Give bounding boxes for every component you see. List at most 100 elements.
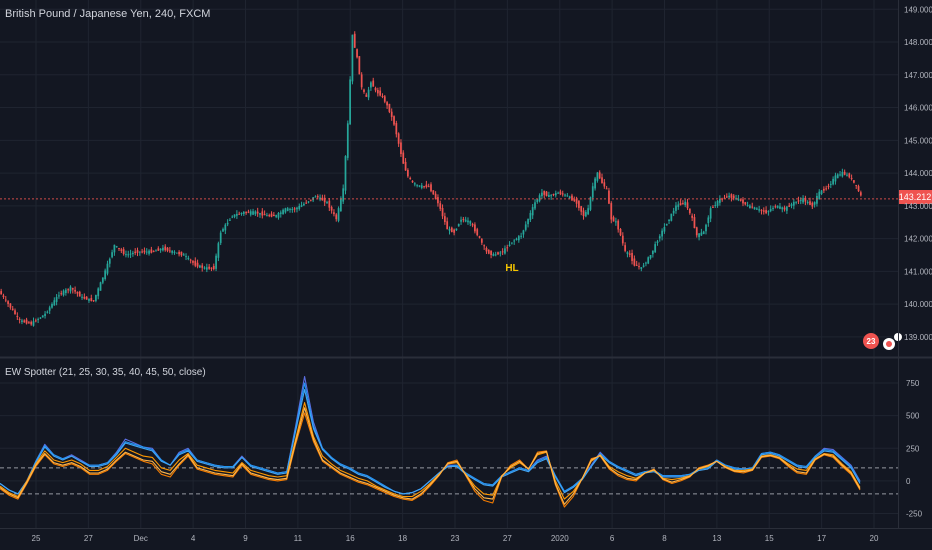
- candle-body: [388, 103, 391, 112]
- candle-body: [159, 248, 162, 251]
- candle-body: [400, 142, 402, 155]
- candle-body: [573, 199, 576, 201]
- candle-body: [115, 246, 118, 248]
- candle-body: [582, 210, 585, 217]
- candle-body: [487, 249, 490, 254]
- candle-body: [506, 247, 509, 249]
- candle-body: [321, 197, 324, 201]
- candle-body: [813, 202, 816, 205]
- candle-body: [233, 214, 236, 217]
- candle-body: [605, 188, 608, 190]
- candle-body: [668, 219, 670, 222]
- candle-body: [411, 180, 414, 183]
- candle-body: [88, 298, 90, 301]
- candle-body: [261, 211, 264, 216]
- time-tick-label: 2020: [551, 534, 569, 543]
- candle-body: [97, 288, 100, 297]
- price-axis[interactable]: 139.000 140.000 141.000 142.000 143.000 144.0…: [904, 5, 932, 342]
- candle-body: [215, 255, 217, 269]
- candle-body: [762, 210, 765, 212]
- candle-body: [363, 89, 365, 92]
- candle-body: [430, 184, 432, 192]
- candle-body: [14, 310, 16, 315]
- candle-body: [640, 267, 643, 269]
- candle-body: [344, 156, 347, 191]
- candle-body: [647, 257, 650, 264]
- candle-body: [402, 152, 405, 164]
- candle-body: [494, 254, 497, 256]
- candle-body: [316, 196, 319, 198]
- candle-body: [485, 248, 488, 252]
- candle-body: [571, 195, 573, 201]
- oscillator-axis[interactable]: -250 0 250 500 750: [906, 379, 923, 518]
- time-tick-label: 8: [662, 534, 667, 543]
- candle-body: [99, 282, 102, 291]
- chart-title[interactable]: British Pound / Japanese Yen, 240, FXCM: [5, 8, 211, 20]
- candle-body: [628, 253, 631, 255]
- oscillator-tick-label: 500: [906, 412, 920, 421]
- price-tick-label: 144.000: [904, 169, 932, 178]
- candle-body: [765, 210, 767, 214]
- candle-body: [617, 220, 620, 230]
- candle-body: [744, 202, 747, 205]
- candle-body: [587, 208, 590, 215]
- candle-body: [790, 204, 793, 206]
- candle-body: [806, 201, 809, 203]
- candle-body: [769, 209, 772, 211]
- candle-body: [774, 206, 777, 208]
- candle-body: [467, 220, 469, 223]
- candle-body: [256, 211, 259, 214]
- event-badge-icon[interactable]: [863, 333, 879, 349]
- candle-body: [30, 321, 33, 325]
- event-badges[interactable]: 23: [863, 333, 902, 350]
- candle-body: [670, 213, 673, 221]
- candle-body: [16, 316, 19, 318]
- candle-body: [702, 231, 705, 235]
- candle-body: [231, 216, 234, 218]
- candle-body: [596, 172, 599, 181]
- candle-body: [531, 207, 534, 216]
- candle-body: [64, 289, 67, 293]
- candle-body: [296, 207, 298, 210]
- oscillator-tick-label: 0: [906, 477, 911, 486]
- candle-body: [245, 212, 247, 214]
- candle-body: [196, 262, 199, 267]
- candle-body: [55, 297, 58, 302]
- indicator-title[interactable]: EW Spotter (21, 25, 30, 35, 40, 45, 50, …: [5, 367, 206, 378]
- candle-body: [420, 185, 423, 189]
- candle-body: [476, 229, 479, 236]
- candle-body: [437, 197, 439, 204]
- candle-body: [386, 102, 388, 106]
- time-tick-label: Dec: [134, 534, 148, 543]
- candle-body: [809, 201, 811, 205]
- candle-body: [675, 205, 677, 211]
- candle-body: [517, 236, 520, 241]
- candle-body: [541, 192, 543, 197]
- time-axis[interactable]: 25 27 Dec 4 9 11 16 18 23 27 2020 6 8 13 15 17 20: [32, 534, 879, 543]
- price-tick-label: 142.000: [904, 235, 932, 244]
- candle-body: [474, 224, 476, 232]
- candle-body: [621, 235, 624, 244]
- time-tick-label: 13: [712, 534, 721, 543]
- candle-body: [575, 198, 578, 204]
- candle-body: [749, 205, 751, 209]
- candle-body: [663, 226, 666, 232]
- candle-body: [298, 205, 301, 209]
- candle-body: [515, 238, 518, 240]
- candle-body: [48, 307, 51, 311]
- candle-body: [11, 308, 14, 311]
- oscillator-lines: [0, 375, 861, 508]
- candle-body: [504, 248, 506, 254]
- candle-body: [513, 240, 516, 242]
- candle-body: [7, 301, 9, 304]
- candle-body: [825, 188, 828, 190]
- candle-body: [693, 217, 696, 229]
- candle-body: [379, 90, 382, 96]
- candle-body: [194, 261, 197, 266]
- candle-body: [69, 286, 72, 292]
- candle-body: [536, 199, 539, 203]
- candle-body: [208, 266, 211, 269]
- candle-body: [635, 264, 638, 266]
- candle-body: [92, 300, 95, 302]
